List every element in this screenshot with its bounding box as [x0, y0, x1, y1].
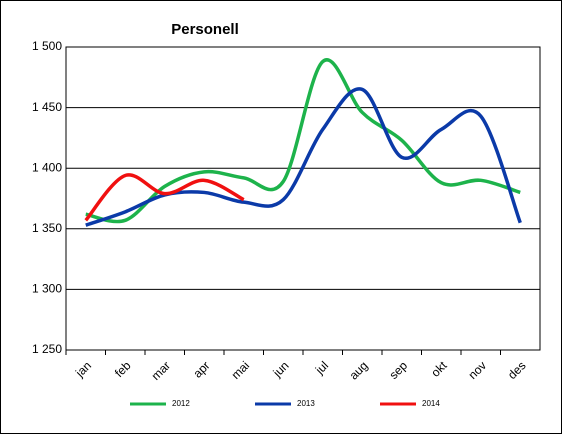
chart-title: Personell	[171, 21, 239, 38]
y-tick-label: 1 250	[32, 342, 62, 356]
y-tick-label: 1 400	[32, 160, 62, 174]
series-line	[84, 173, 245, 222]
series-line	[85, 58, 521, 224]
y-tick-label: 1 350	[32, 221, 62, 235]
legend-label: 2013	[297, 399, 315, 408]
legend-label: 2014	[422, 399, 440, 408]
y-tick-label: 1 500	[32, 39, 62, 53]
y-tick-label: 1 300	[32, 282, 62, 296]
y-tick-label: 1 450	[32, 100, 62, 114]
legend-label: 2012	[172, 399, 190, 408]
